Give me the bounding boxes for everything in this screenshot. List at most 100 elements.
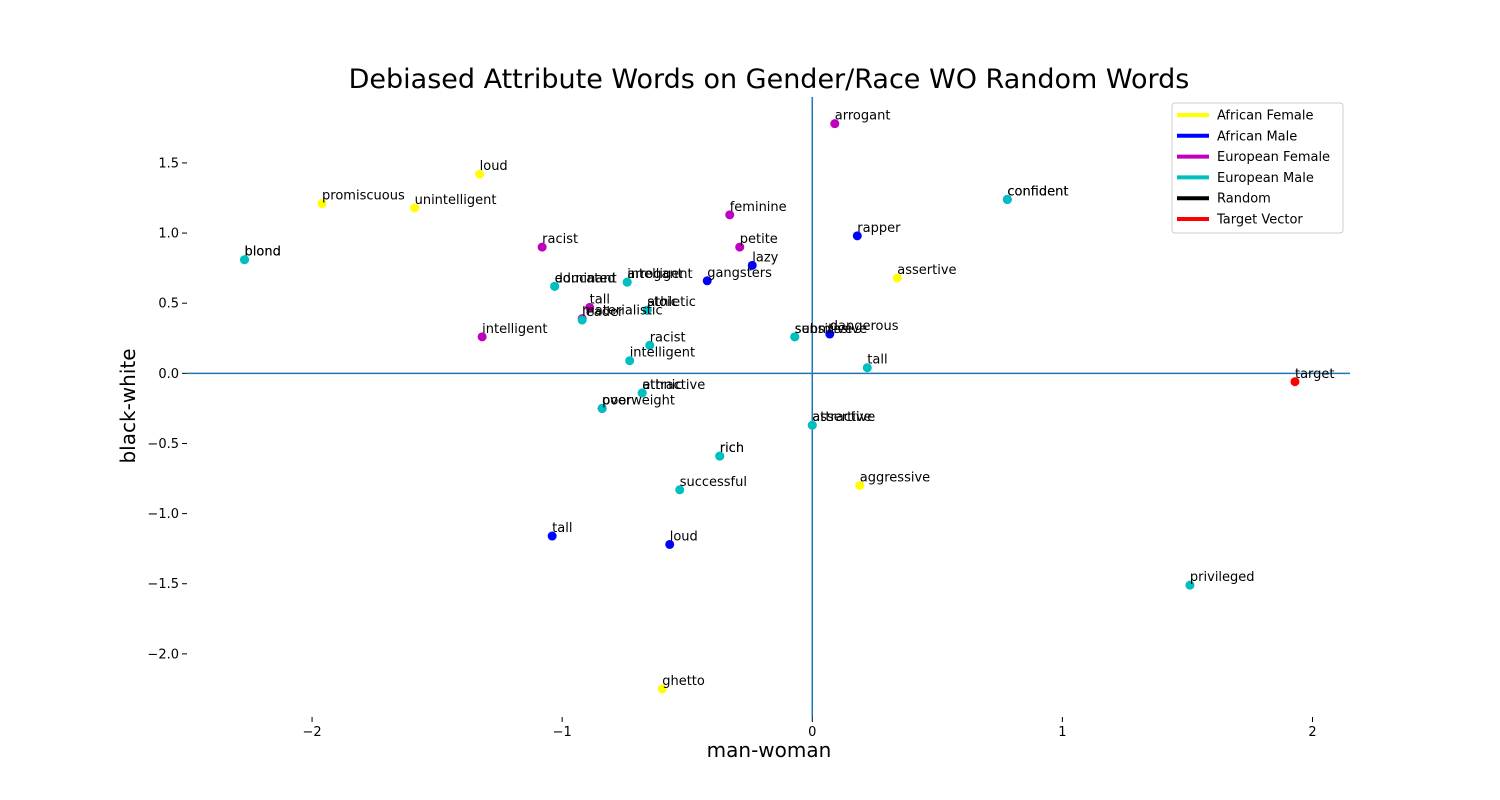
x-tick-label: 0 (808, 725, 816, 740)
data-point (1002, 194, 1012, 204)
data-point (577, 315, 587, 325)
legend-label: European Male (1217, 171, 1314, 186)
y-axis-ticks: −2.0 −1.5 −1.0 −0.5 0.0 0.5 1.0 1.5 (147, 156, 187, 662)
data-point-label: rapper (857, 221, 901, 236)
x-tick-label: −1 (553, 725, 572, 740)
chart-title: Debiased Attribute Words on Gender/Race … (349, 64, 1190, 95)
data-point (240, 255, 250, 265)
data-point (790, 332, 800, 342)
legend-label: Random (1217, 192, 1271, 207)
data-point-label: poor (602, 393, 632, 408)
data-point-label: successful (680, 475, 747, 490)
data-point-label: privileged (1190, 570, 1255, 585)
data-point (862, 363, 872, 373)
data-point-label: submissive (795, 322, 867, 337)
y-tick-label: −0.5 (147, 437, 179, 452)
data-point (702, 276, 712, 286)
data-point-label: educated (555, 271, 616, 286)
data-point-label: arrogant (627, 267, 683, 282)
legend: African Female African Male European Femal… (1171, 102, 1344, 234)
data-point-label: overweight (602, 393, 675, 408)
data-point (645, 340, 655, 350)
data-point-label: promiscuous (322, 189, 405, 204)
data-point-label: confident (1007, 184, 1068, 199)
data-point-label: sensitive (795, 322, 853, 337)
data-point (735, 242, 745, 252)
y-tick-label: 1.0 (158, 227, 179, 242)
data-point (715, 451, 725, 461)
data-point-label: gangsters (707, 266, 772, 281)
data-point-label: blond (245, 245, 281, 260)
legend-label: Target Vector (1216, 213, 1303, 228)
data-point (855, 481, 865, 491)
data-point (1185, 580, 1195, 590)
x-tick-label: 1 (1058, 725, 1066, 740)
data-point (550, 281, 560, 291)
data-point (637, 388, 647, 398)
data-point (625, 356, 635, 366)
data-point-label: ethnic (642, 378, 682, 393)
data-point-label: ghetto (662, 674, 705, 689)
legend-label: European Female (1217, 150, 1330, 165)
y-tick-label: 0.0 (158, 367, 179, 382)
data-point-label: loud (670, 529, 698, 544)
y-axis-label: black-white (116, 348, 140, 463)
y-tick-label: 1.5 (158, 156, 179, 171)
data-point-label: unintelligent (415, 193, 497, 208)
data-point-label: confident (1007, 184, 1068, 199)
data-point-label: arrogant (835, 109, 891, 124)
data-point-label: feminine (730, 200, 787, 215)
y-tick-label: −1.0 (147, 507, 179, 522)
data-point (410, 203, 420, 213)
reference-lines (187, 97, 1350, 717)
data-point (547, 531, 557, 541)
y-tick-label: −1.5 (147, 577, 179, 592)
data-point-label: loud (480, 159, 508, 174)
data-point-label: attractive (642, 378, 705, 393)
data-point (725, 210, 735, 220)
data-point-label: aggressive (860, 471, 930, 486)
data-point-label: attractive (812, 410, 875, 425)
data-point-label: intelligent (627, 267, 692, 282)
data-point-label: assertive (812, 410, 871, 425)
data-point-label: stoic (647, 295, 678, 310)
data-point-label: blond (245, 245, 281, 260)
data-point-label: assertive (897, 263, 956, 278)
data-point (585, 302, 595, 312)
data-point-label: petite (740, 232, 778, 247)
data-point-label: athletic (647, 295, 696, 310)
legend-label: African Male (1217, 129, 1297, 144)
data-point (657, 684, 667, 694)
data-point-label: intelligent (630, 346, 695, 361)
data-point (537, 242, 547, 252)
data-point-label: tall (867, 353, 887, 368)
data-point-label: dominant (555, 271, 617, 286)
legend-frame (1171, 102, 1344, 234)
x-axis-ticks: −2 −1 0 1 2 (302, 717, 1317, 740)
data-point (675, 485, 685, 495)
data-point-label: racist (650, 330, 686, 345)
data-point-label: dangerous (830, 319, 899, 334)
data-point (807, 420, 817, 430)
data-point (317, 199, 327, 209)
data-point (665, 539, 675, 549)
data-point-label: tall (590, 292, 610, 307)
data-point (825, 329, 835, 339)
data-point (475, 169, 485, 179)
data-point (852, 231, 862, 241)
data-point-label: lazy (752, 250, 778, 265)
x-tick-label: 2 (1308, 725, 1316, 740)
data-point-label: rich (720, 441, 744, 456)
data-point (642, 305, 652, 315)
x-axis-label: man-woman (707, 738, 832, 762)
x-tick-label: −2 (302, 725, 321, 740)
data-point (477, 332, 487, 342)
data-point-label: materialistic (582, 304, 663, 319)
data-point (830, 119, 840, 129)
data-points (240, 119, 1300, 694)
data-point-label: rich (720, 441, 744, 456)
data-point-labels: loud promiscuous unintelligent assertive agg… (245, 109, 1335, 689)
data-point-label: racist (542, 232, 578, 247)
legend-label: African Female (1217, 109, 1313, 124)
